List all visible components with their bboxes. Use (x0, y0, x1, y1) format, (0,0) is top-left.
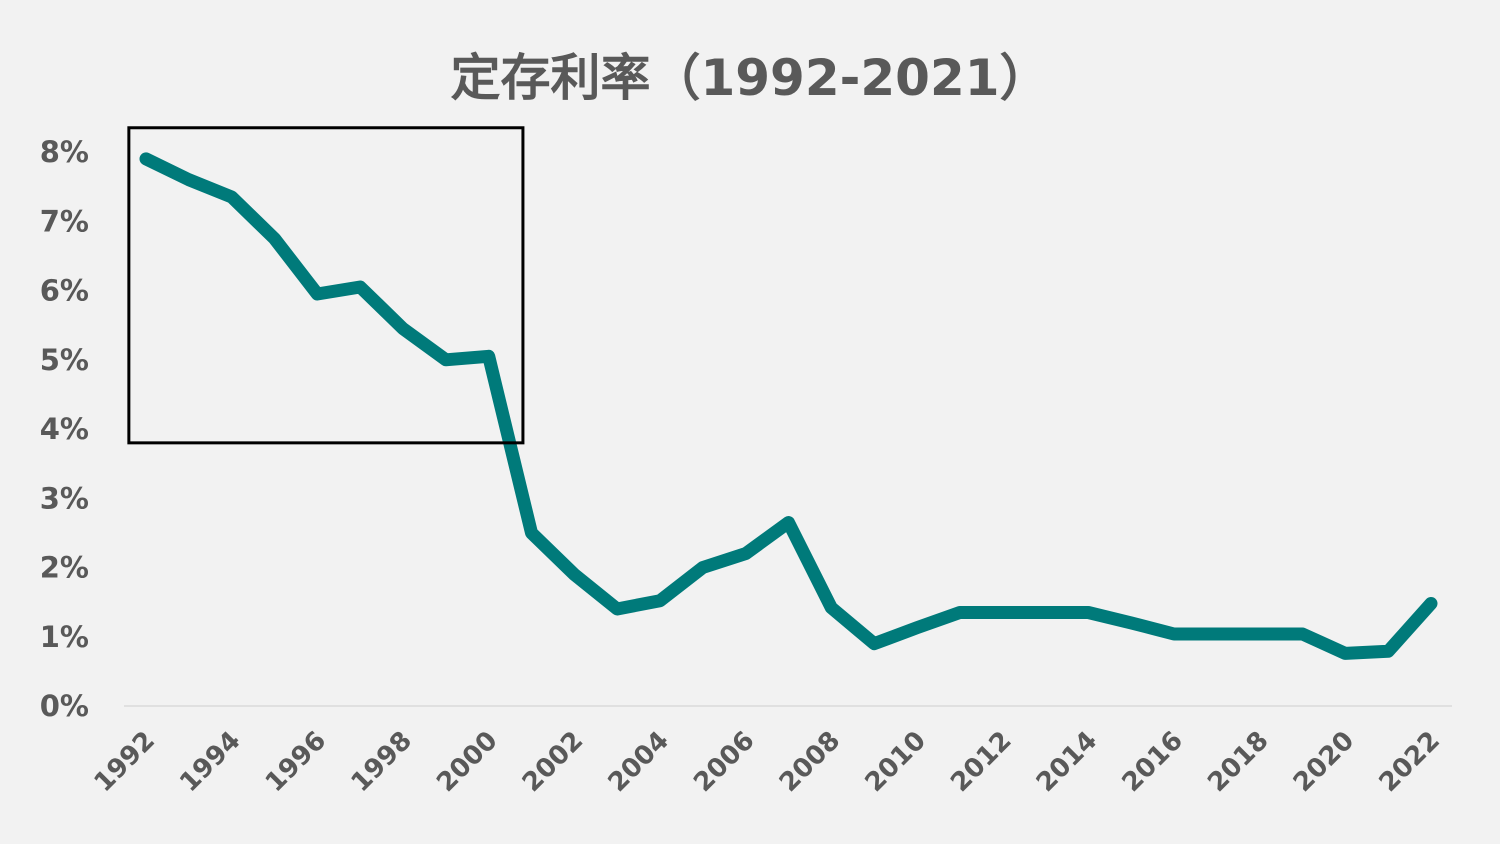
data-point (402, 327, 404, 330)
x-tick-label: 2002 (517, 726, 589, 798)
y-axis: 0% 1% 2% 3% 4% 5% 6% 7% 8% (40, 135, 89, 723)
chart-title: 定存利率（1992-2021） (450, 49, 1050, 107)
highlight-box (127, 126, 525, 445)
data-point (487, 355, 490, 358)
data-point (659, 599, 661, 602)
x-tick-label: 1998 (346, 726, 418, 798)
y-tick-label: 5% (40, 343, 89, 377)
data-point (1258, 633, 1261, 635)
data-point (1430, 602, 1432, 605)
x-tick-label: 2004 (603, 726, 675, 798)
data-point (1387, 650, 1390, 653)
data-point (573, 573, 576, 576)
data-point (916, 626, 918, 629)
x-axis: 1992 1994 1996 1998 2000 2002 2004 2006 2008 2010… (89, 705, 1452, 798)
x-tick-label: 2022 (1374, 726, 1446, 798)
y-tick-label: 0% (40, 689, 89, 723)
data-point (958, 611, 961, 614)
y-tick-label: 4% (40, 412, 89, 446)
series-line (139, 152, 1438, 660)
data-point (530, 531, 533, 534)
data-point (145, 157, 147, 160)
data-point (1001, 611, 1004, 614)
data-point (187, 178, 190, 181)
data-point (316, 293, 319, 295)
data-point (1173, 633, 1175, 635)
x-tick-label: 1992 (89, 726, 161, 798)
data-point (230, 196, 233, 198)
data-point (1044, 611, 1047, 614)
y-tick-label: 8% (40, 135, 89, 169)
data-point (787, 521, 790, 524)
x-tick-label: 2006 (688, 726, 760, 798)
overlay-group (127, 126, 525, 445)
x-tick-label: 2012 (945, 726, 1017, 798)
data-point (359, 286, 362, 288)
x-tick-label: 2018 (1202, 726, 1274, 798)
x-tick-label: 2016 (1117, 726, 1189, 798)
y-tick-label: 3% (40, 481, 89, 515)
x-tick-label: 1994 (174, 726, 246, 798)
data-point (273, 237, 276, 240)
x-tick-label: 2020 (1288, 726, 1360, 798)
data-point (616, 608, 619, 610)
series-group (139, 152, 1438, 660)
data-point (701, 566, 704, 569)
data-point (1301, 633, 1304, 635)
y-tick-label: 2% (40, 551, 89, 585)
data-point (744, 552, 747, 555)
data-point (1087, 611, 1090, 614)
x-tick-label: 2000 (431, 726, 503, 798)
data-point (444, 358, 447, 361)
x-tick-label: 2014 (1031, 726, 1103, 798)
data-point (830, 606, 833, 609)
y-tick-label: 7% (40, 204, 89, 238)
data-point (1215, 633, 1218, 635)
data-point (1130, 621, 1133, 624)
x-tick-label: 2010 (860, 726, 932, 798)
x-tick-label: 2008 (774, 726, 846, 798)
data-point (873, 642, 876, 645)
y-tick-label: 6% (40, 274, 89, 308)
y-tick-label: 1% (40, 620, 89, 654)
x-tick-label: 1996 (260, 726, 332, 798)
data-point (1344, 652, 1347, 655)
